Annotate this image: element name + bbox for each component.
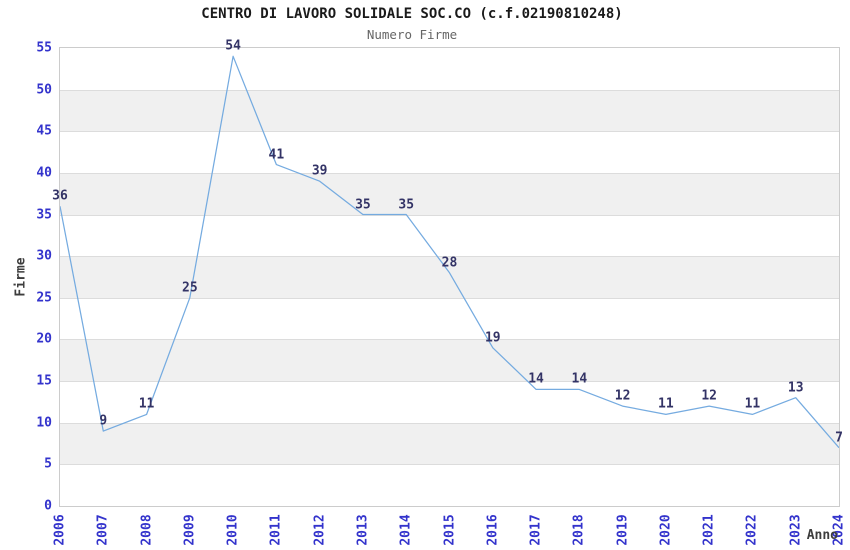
y-tick-label: 55 — [36, 40, 52, 56]
x-tick-label: 2015 — [442, 514, 457, 546]
data-point-label: 19 — [484, 330, 501, 346]
data-point-label: 14 — [571, 371, 588, 387]
gridline — [60, 297, 839, 299]
chart-title: CENTRO DI LAVORO SOLIDALE SOC.CO (c.f.02… — [201, 6, 623, 22]
y-tick-label: 20 — [36, 331, 52, 347]
x-tick-label: 2008 — [139, 514, 155, 546]
gridline — [60, 464, 839, 466]
background-band — [60, 256, 839, 298]
y-tick-label: 0 — [44, 498, 52, 514]
x-tick-label: 2017 — [528, 514, 544, 546]
x-tick-label: 2006 — [52, 514, 68, 546]
data-point-label: 25 — [182, 280, 198, 296]
data-point-label: 11 — [658, 396, 674, 412]
gridline — [60, 214, 839, 216]
data-point-label: 54 — [225, 38, 241, 54]
data-point-label: 39 — [311, 163, 328, 179]
chart-subtitle: Numero Firme — [366, 27, 458, 42]
background-band — [60, 339, 839, 382]
y-tick-label: 30 — [36, 248, 52, 264]
gridline — [60, 381, 839, 383]
data-point-label: 28 — [441, 255, 458, 271]
firme-line-series — [60, 55, 839, 449]
data-point-label: 7 — [835, 430, 843, 446]
gridline — [60, 89, 839, 91]
data-point-label: 11 — [138, 396, 155, 412]
gridline — [60, 256, 839, 258]
gridline — [60, 172, 839, 174]
data-point-label: 14 — [528, 371, 544, 387]
x-tick-label: 2011 — [268, 514, 284, 546]
background-band — [60, 422, 839, 465]
y-tick-label: 35 — [36, 207, 52, 223]
x-axis-title: Anno — [806, 528, 838, 543]
x-tick-label: 2007 — [95, 514, 111, 546]
x-tick-label: 2018 — [571, 514, 587, 546]
plot-area — [59, 47, 840, 507]
y-axis-title: Firme — [13, 257, 29, 297]
y-tick-label: 15 — [36, 373, 52, 389]
y-tick-label: 25 — [36, 290, 52, 306]
x-tick-label: 2023 — [788, 514, 804, 546]
data-point-label: 13 — [787, 380, 804, 396]
data-point-label: 35 — [355, 197, 371, 213]
line-series-svg — [60, 55, 839, 449]
x-tick-label: 2009 — [182, 514, 198, 546]
y-tick-label: 50 — [36, 82, 52, 98]
data-point-label: 35 — [398, 197, 415, 213]
x-tick-label: 2021 — [701, 514, 717, 546]
y-tick-label: 5 — [44, 456, 52, 472]
y-tick-label: 45 — [36, 123, 52, 139]
y-tick-label: 10 — [36, 415, 52, 431]
background-band — [60, 89, 839, 132]
data-point-label: 12 — [614, 388, 631, 404]
data-point-label: 41 — [268, 147, 285, 163]
gridline — [60, 131, 839, 133]
gridline — [60, 339, 839, 341]
x-tick-label: 2020 — [658, 514, 674, 546]
x-tick-label: 2016 — [485, 514, 501, 546]
x-tick-label: 2014 — [398, 514, 414, 546]
x-tick-label: 2012 — [312, 514, 328, 546]
data-point-label: 9 — [99, 413, 108, 429]
x-tick-label: 2019 — [615, 514, 631, 546]
data-point-label: 11 — [744, 396, 761, 412]
x-tick-label: 2022 — [744, 514, 760, 546]
x-tick-label: 2010 — [225, 514, 241, 546]
x-tick-label: 2013 — [355, 514, 371, 546]
data-point-label: 12 — [701, 388, 717, 404]
data-point-label: 36 — [52, 188, 68, 204]
background-band — [60, 172, 839, 215]
y-tick-label: 40 — [36, 165, 52, 181]
gridline — [60, 422, 839, 424]
